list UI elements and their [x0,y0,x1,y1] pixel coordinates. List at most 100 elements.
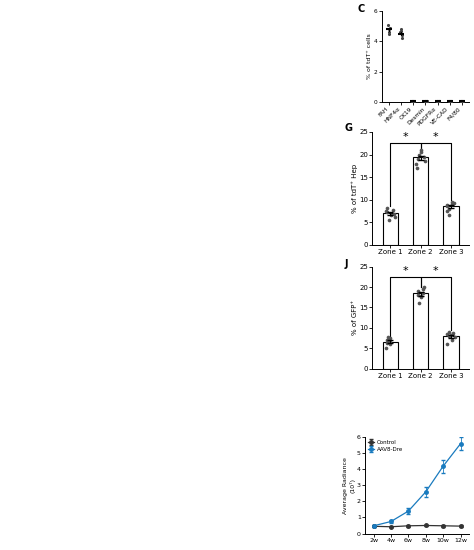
Point [450,199,458,208]
Point [386,340,394,349]
Text: *: * [403,132,408,142]
Point [409,97,417,106]
Point [457,97,465,106]
Point [385,28,392,37]
Point [435,96,442,105]
Bar [383,213,398,245]
Y-axis label: % of tdT⁺ Hep: % of tdT⁺ Hep [351,164,357,213]
Point [385,216,393,224]
Point [384,20,392,29]
Point [384,332,392,341]
Text: *: * [433,132,438,142]
Point [421,96,428,105]
Point [448,336,456,344]
Point [386,25,393,34]
Point [445,332,452,340]
Text: C: C [357,4,364,14]
Point [417,148,424,157]
Point [433,97,440,106]
Point [398,25,405,34]
Point [413,164,420,173]
Point [446,97,453,106]
Point [423,97,431,106]
Point [444,329,451,338]
Point [445,204,453,213]
Bar [413,293,428,369]
Point [447,97,455,106]
Point [421,97,429,106]
Point [423,97,430,106]
Point [391,212,399,221]
Point [421,157,429,166]
Legend: Control, AAV8-Dre: Control, AAV8-Dre [368,440,403,452]
Point [447,331,455,339]
Point [387,211,395,220]
Point [420,152,428,161]
Point [447,97,455,106]
Point [417,292,424,300]
Bar [444,206,459,245]
Y-axis label: % of GFP⁺: % of GFP⁺ [352,300,357,335]
Point [385,29,393,38]
Point [396,28,403,37]
Bar [383,342,398,369]
Y-axis label: % of tdT⁺ cells: % of tdT⁺ cells [367,34,372,79]
Point [451,332,458,341]
Point [415,150,422,159]
Point [417,146,425,155]
Point [449,328,456,337]
Point [448,200,456,208]
Point [443,207,450,216]
Text: *: * [433,266,438,276]
Point [460,97,467,106]
Point [419,285,427,294]
Point [408,97,416,106]
Point [444,340,451,349]
Bar [444,336,459,369]
Text: *: * [403,266,408,276]
Point [384,336,392,345]
Point [412,159,420,168]
Point [386,333,394,342]
Point [444,202,451,211]
Point [420,283,428,292]
Point [419,289,427,298]
Point [417,293,425,301]
Point [415,299,423,308]
Point [447,96,454,105]
Point [389,205,396,214]
Text: G: G [345,123,353,133]
Point [445,211,453,220]
Point [383,204,391,213]
Text: J: J [345,258,348,268]
Bar [413,157,428,245]
Point [409,97,416,106]
Point [446,327,453,336]
Point [415,291,422,300]
Point [390,210,398,218]
Point [422,97,430,106]
Point [435,97,443,106]
Point [410,96,418,105]
Point [458,97,465,106]
Point [457,96,465,105]
Point [433,97,441,106]
Point [410,96,417,105]
Point [458,97,466,106]
Point [398,31,406,40]
Point [443,201,451,210]
Point [398,34,406,43]
Point [383,208,391,217]
Y-axis label: Average Radiance
(10⁷): Average Radiance (10⁷) [344,457,356,514]
Point [414,155,422,163]
Point [448,197,456,206]
Point [386,338,393,346]
Point [383,339,391,348]
Point [382,344,389,353]
Point [382,207,390,216]
Point [386,23,394,32]
Point [447,97,454,106]
Point [435,97,443,106]
Point [414,287,421,295]
Point [383,336,391,344]
